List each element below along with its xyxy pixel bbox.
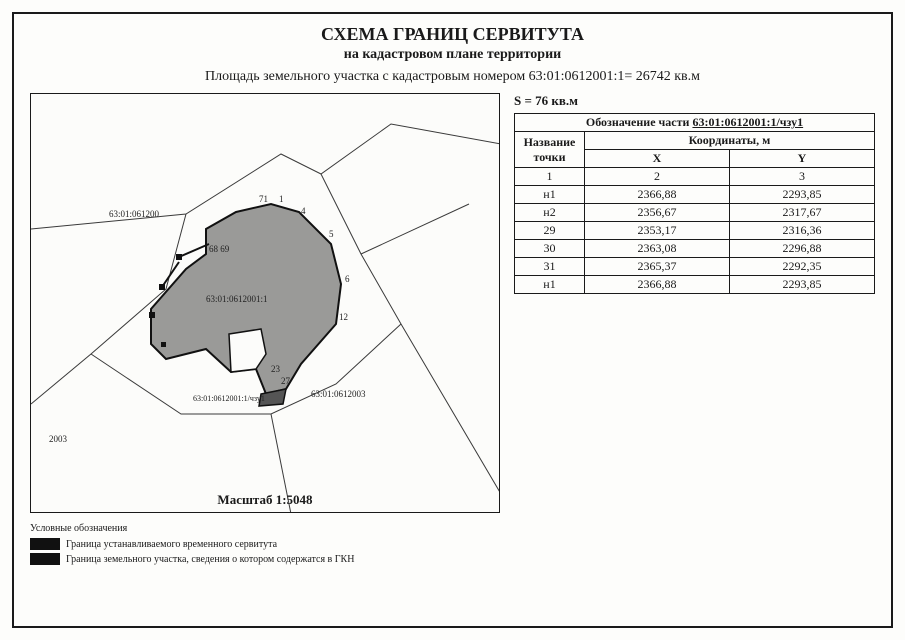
- table-row: н12366,882293,85: [515, 186, 875, 204]
- table-cell: 29: [515, 222, 585, 240]
- table-row: 292353,172316,36: [515, 222, 875, 240]
- col-coords: Координаты, м: [585, 132, 875, 150]
- map-label-12: 12: [339, 312, 348, 322]
- legend-row-1: Граница устанавливаемого временного серв…: [30, 538, 875, 550]
- map-label-23: 23: [271, 364, 280, 374]
- table-row: 312365,372292,35: [515, 258, 875, 276]
- map-scale-label: Масштаб 1:5048: [31, 492, 499, 508]
- document-frame: СХЕМА ГРАНИЦ СЕРВИТУТА на кадастровом пл…: [12, 12, 893, 628]
- table-cell: н1: [515, 186, 585, 204]
- table-cell: 2293,85: [729, 186, 874, 204]
- table-cell: н2: [515, 204, 585, 222]
- table-cell: 2356,67: [585, 204, 730, 222]
- coordinates-table: Обозначение части 63:01:0612001:1/чзу1 Н…: [514, 113, 875, 294]
- table-cell: 2363,08: [585, 240, 730, 258]
- map-label-5: 5: [329, 229, 334, 239]
- map-label-4: 4: [301, 206, 306, 216]
- table-cell: 2317,67: [729, 204, 874, 222]
- page-subtitle: на кадастровом плане территории: [30, 47, 875, 63]
- designation-label: Обозначение части: [586, 115, 690, 129]
- legend-text-1: Граница устанавливаемого временного серв…: [66, 539, 277, 550]
- table-row: 302363,082296,88: [515, 240, 875, 258]
- legend-title: Условные обозначения: [30, 523, 875, 534]
- colnum-3: 3: [729, 168, 874, 186]
- table-cell: 30: [515, 240, 585, 258]
- table-cell: 2293,85: [729, 276, 874, 294]
- map-label-6: 6: [345, 274, 350, 284]
- cadastral-map: 63:01:061200 63:01:0612001:1 63:01:06120…: [30, 93, 500, 513]
- page-title: СХЕМА ГРАНИЦ СЕРВИТУТА: [30, 24, 875, 45]
- table-cell: 2366,88: [585, 186, 730, 204]
- designation-cell: Обозначение части 63:01:0612001:1/чзу1: [515, 114, 875, 132]
- table-cell: 2296,88: [729, 240, 874, 258]
- table-cell: 2366,88: [585, 276, 730, 294]
- map-label-kad-center: 63:01:0612001:1: [206, 294, 268, 304]
- table-cell: 2316,36: [729, 222, 874, 240]
- map-label-6869: 68 69: [209, 244, 229, 254]
- table-cell: 2292,35: [729, 258, 874, 276]
- colnum-2: 2: [585, 168, 730, 186]
- table-row: н12366,882293,85: [515, 276, 875, 294]
- legend: Условные обозначения Граница устанавлива…: [30, 523, 875, 565]
- table-cell: 31: [515, 258, 585, 276]
- col-point: Название точки: [515, 132, 585, 168]
- table-cell: 2365,37: [585, 258, 730, 276]
- area-line: Площадь земельного участка с кадастровым…: [30, 69, 875, 85]
- table-cell: н1: [515, 276, 585, 294]
- legend-text-2: Граница земельного участка, сведения о к…: [66, 554, 354, 565]
- content-row: 63:01:061200 63:01:0612001:1 63:01:06120…: [30, 93, 875, 513]
- table-row: н22356,672317,67: [515, 204, 875, 222]
- map-label-27: 27: [281, 376, 290, 386]
- table-cell: 2353,17: [585, 222, 730, 240]
- legend-swatch-2: [30, 553, 60, 565]
- legend-swatch-1: [30, 538, 60, 550]
- map-label-chzu: 63:01:0612001:1/чзу1: [193, 394, 265, 403]
- right-column: S = 76 кв.м Обозначение части 63:01:0612…: [514, 93, 875, 513]
- col-x: X: [585, 150, 730, 168]
- map-label-71: 71: [259, 194, 268, 204]
- map-label-kad-right: 63:01:0612003: [311, 389, 366, 399]
- designation-value: 63:01:0612001:1/чзу1: [692, 115, 803, 129]
- col-y: Y: [729, 150, 874, 168]
- servitut-area: S = 76 кв.м: [514, 93, 875, 109]
- legend-row-2: Граница земельного участка, сведения о к…: [30, 553, 875, 565]
- map-label-kad-top: 63:01:061200: [109, 209, 159, 219]
- map-label-2003: 2003: [49, 434, 67, 444]
- map-label-1: 1: [279, 194, 284, 204]
- colnum-1: 1: [515, 168, 585, 186]
